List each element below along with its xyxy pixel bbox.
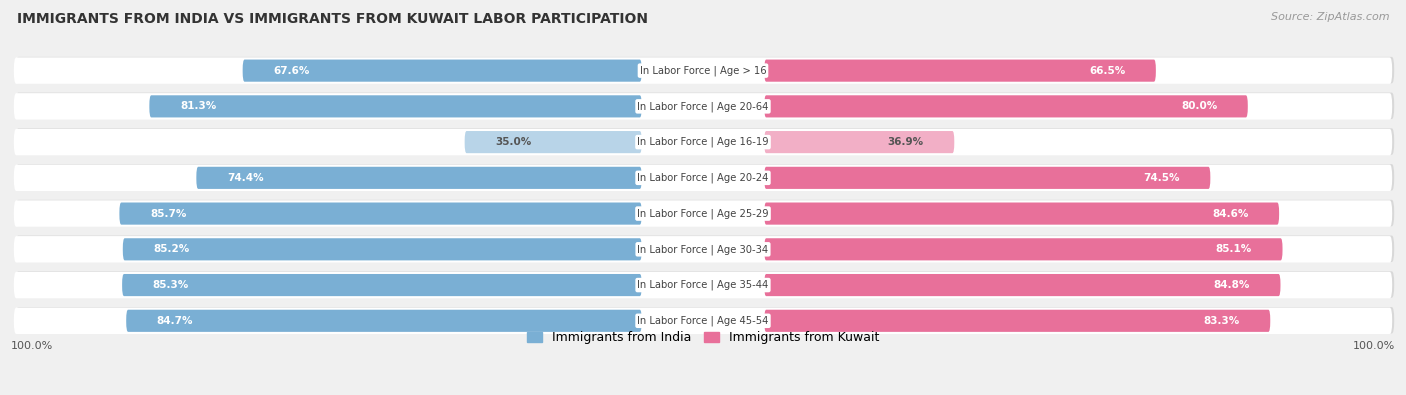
Text: 84.6%: 84.6% <box>1212 209 1249 218</box>
FancyBboxPatch shape <box>120 203 641 225</box>
FancyBboxPatch shape <box>149 95 641 117</box>
FancyBboxPatch shape <box>15 164 1395 190</box>
Text: Source: ZipAtlas.com: Source: ZipAtlas.com <box>1271 12 1389 22</box>
FancyBboxPatch shape <box>15 271 1395 298</box>
Text: 85.7%: 85.7% <box>150 209 187 218</box>
Text: 85.1%: 85.1% <box>1216 245 1251 254</box>
FancyBboxPatch shape <box>122 238 641 260</box>
FancyBboxPatch shape <box>14 165 1392 191</box>
FancyBboxPatch shape <box>14 236 1392 263</box>
Text: 67.6%: 67.6% <box>273 66 309 75</box>
Text: 35.0%: 35.0% <box>495 137 531 147</box>
Text: 100.0%: 100.0% <box>1354 341 1396 351</box>
Legend: Immigrants from India, Immigrants from Kuwait: Immigrants from India, Immigrants from K… <box>527 331 879 344</box>
FancyBboxPatch shape <box>14 272 1392 298</box>
Text: 85.3%: 85.3% <box>153 280 188 290</box>
FancyBboxPatch shape <box>14 129 1392 155</box>
FancyBboxPatch shape <box>765 203 1279 225</box>
Text: 84.7%: 84.7% <box>157 316 194 326</box>
FancyBboxPatch shape <box>243 60 641 82</box>
FancyBboxPatch shape <box>15 200 1395 226</box>
Text: 66.5%: 66.5% <box>1090 66 1125 75</box>
Text: In Labor Force | Age 16-19: In Labor Force | Age 16-19 <box>637 137 769 147</box>
FancyBboxPatch shape <box>197 167 641 189</box>
FancyBboxPatch shape <box>765 131 955 153</box>
FancyBboxPatch shape <box>765 167 1211 189</box>
Text: 36.9%: 36.9% <box>887 137 924 147</box>
FancyBboxPatch shape <box>14 57 1392 84</box>
Text: In Labor Force | Age 35-44: In Labor Force | Age 35-44 <box>637 280 769 290</box>
Text: IMMIGRANTS FROM INDIA VS IMMIGRANTS FROM KUWAIT LABOR PARTICIPATION: IMMIGRANTS FROM INDIA VS IMMIGRANTS FROM… <box>17 12 648 26</box>
FancyBboxPatch shape <box>765 274 1281 296</box>
Text: In Labor Force | Age 25-29: In Labor Force | Age 25-29 <box>637 208 769 219</box>
Text: 83.3%: 83.3% <box>1204 316 1240 326</box>
FancyBboxPatch shape <box>15 57 1395 83</box>
FancyBboxPatch shape <box>15 92 1395 119</box>
Text: 74.4%: 74.4% <box>226 173 263 183</box>
Text: 81.3%: 81.3% <box>180 102 217 111</box>
FancyBboxPatch shape <box>464 131 641 153</box>
Text: 100.0%: 100.0% <box>10 341 52 351</box>
Text: 80.0%: 80.0% <box>1181 102 1218 111</box>
FancyBboxPatch shape <box>127 310 641 332</box>
Text: 85.2%: 85.2% <box>153 245 190 254</box>
Text: In Labor Force | Age 30-34: In Labor Force | Age 30-34 <box>637 244 769 254</box>
FancyBboxPatch shape <box>765 238 1282 260</box>
Text: 84.8%: 84.8% <box>1213 280 1250 290</box>
Text: In Labor Force | Age 45-54: In Labor Force | Age 45-54 <box>637 316 769 326</box>
FancyBboxPatch shape <box>14 93 1392 120</box>
FancyBboxPatch shape <box>765 95 1247 117</box>
FancyBboxPatch shape <box>15 307 1395 333</box>
Text: In Labor Force | Age > 16: In Labor Force | Age > 16 <box>640 66 766 76</box>
FancyBboxPatch shape <box>15 128 1395 155</box>
FancyBboxPatch shape <box>765 60 1156 82</box>
FancyBboxPatch shape <box>122 274 641 296</box>
FancyBboxPatch shape <box>765 310 1270 332</box>
FancyBboxPatch shape <box>15 235 1395 262</box>
Text: In Labor Force | Age 20-24: In Labor Force | Age 20-24 <box>637 173 769 183</box>
FancyBboxPatch shape <box>14 308 1392 334</box>
Text: In Labor Force | Age 20-64: In Labor Force | Age 20-64 <box>637 101 769 112</box>
FancyBboxPatch shape <box>14 200 1392 227</box>
Text: 74.5%: 74.5% <box>1143 173 1180 183</box>
